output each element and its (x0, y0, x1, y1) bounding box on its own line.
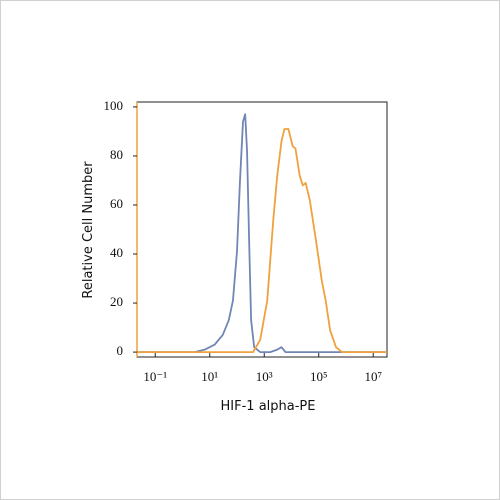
y-axis-title: Relative Cell Number (81, 161, 96, 299)
histogram-line (137, 113, 387, 353)
x-axis-title: HIF-1 alpha-PE (221, 399, 316, 414)
x-tick-label: 10⁷ (364, 369, 382, 384)
y-tick-label: 0 (117, 343, 124, 358)
y-tick-label: 80 (110, 147, 123, 162)
x-tick-label: 10⁻¹ (143, 369, 167, 384)
histogram-line (137, 128, 387, 353)
y-tick-label: 40 (110, 245, 123, 260)
x-tick-label: 10¹ (201, 369, 218, 384)
y-tick-label: 60 (110, 196, 123, 211)
x-tick-label: 10³ (256, 369, 273, 384)
x-tick-label: 10⁵ (310, 369, 328, 384)
y-tick-label: 100 (104, 98, 124, 113)
y-tick-label: 20 (110, 294, 123, 309)
plot-frame (136, 101, 388, 358)
